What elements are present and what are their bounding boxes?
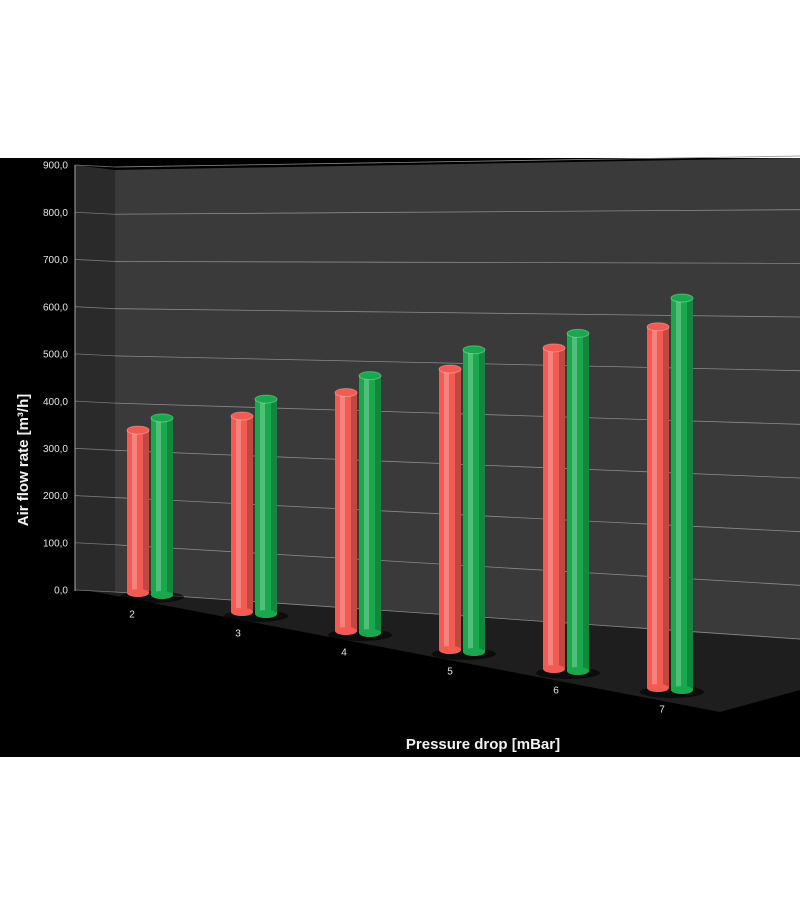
y-tick-label: 0,0 [54,586,68,597]
bar [567,333,589,671]
x-tick-label: 6 [553,686,559,697]
grid-line [114,261,800,264]
side-grid-line [74,589,116,593]
bar-shade [559,347,565,669]
bar-highlight [340,392,345,631]
bar-highlight [156,417,161,595]
bar-bottom [463,648,485,656]
bar-bottom [231,608,253,616]
side-wall [75,165,115,592]
bar-top [646,322,670,332]
bar-top [126,425,150,435]
bar-top [542,343,566,353]
bar-shade [663,326,669,688]
bar [359,375,381,633]
bar-top [462,345,486,355]
bar-highlight [652,326,657,688]
bar-highlight [676,298,681,690]
side-grid-line [74,447,116,451]
bar-shade [583,333,589,671]
bar [231,416,253,612]
bar-shade [479,349,485,652]
y-tick-label: 800,0 [43,208,68,219]
bar [671,298,693,690]
y-tick-label: 200,0 [43,491,68,502]
bar-highlight [260,399,265,614]
bar-shade [351,392,357,631]
side-grid-line [74,495,116,498]
side-grid-line [74,306,116,310]
bar-shade [375,375,381,633]
y-tick-label: 300,0 [43,444,68,455]
bar [647,326,669,688]
bar-highlight [132,430,137,593]
x-tick-label: 4 [341,648,347,659]
grid-line [114,209,800,215]
y-tick-label: 100,0 [43,538,68,549]
x-axis-title: Pressure drop [mBar] [406,736,560,753]
plot: 0,0 100,0 200,0 300,0 400,0 500,0 600,0 700,0 80… [43,155,800,716]
bar-shade [271,399,277,614]
side-grid-line [74,542,116,546]
bar-highlight [364,375,369,633]
bar-bottom [151,591,173,599]
bar-bottom [567,667,589,675]
bar-top [254,394,278,404]
bar-shade [455,369,461,650]
bar-bottom [255,610,277,618]
y-tick-label: 600,0 [43,302,68,313]
bar-top [334,388,358,398]
grid-line [114,155,800,168]
y-axis-title: Air flow rate [m³/h] [15,394,32,527]
bar-bottom [335,627,357,635]
bar-shade [247,416,253,612]
bar-highlight [236,416,241,612]
y-tick-label: 900,0 [43,161,68,172]
x-tick-label: 2 [129,610,135,621]
bar-highlight [548,347,553,669]
bar-bottom [127,589,149,597]
bar-top [358,371,382,381]
side-grid-line [74,259,116,262]
bar-top [566,328,590,338]
bar [439,369,461,650]
y-tick-label: 400,0 [43,397,68,408]
bar-top [670,293,694,303]
x-tick-label: 5 [447,667,453,678]
bar [543,347,565,669]
bar-bottom [359,629,381,637]
bar-top [150,413,174,423]
side-grid-line [74,211,116,215]
bar-shade [687,298,693,690]
bar-bottom [647,684,669,692]
bar [151,417,173,595]
bar-bottom [671,686,693,694]
bar [255,399,277,614]
bar-top [230,411,254,421]
bar-highlight [572,333,577,671]
bar [127,430,149,593]
bar-shade [143,430,149,593]
side-grid-line [74,164,116,168]
y-tick-label: 700,0 [43,255,68,266]
x-tick-label: 3 [235,629,241,640]
side-grid-line [74,353,116,357]
side-grid-line [74,400,116,404]
bar-top [438,364,462,374]
bar-highlight [444,369,449,650]
bar [335,392,357,631]
bar [463,349,485,652]
bar-bottom [439,646,461,654]
bar-shade [167,417,173,595]
y-tick-label: 500,0 [43,350,68,361]
x-tick-label: 7 [659,705,665,716]
bar-bottom [543,665,565,673]
bar-highlight [468,349,473,652]
